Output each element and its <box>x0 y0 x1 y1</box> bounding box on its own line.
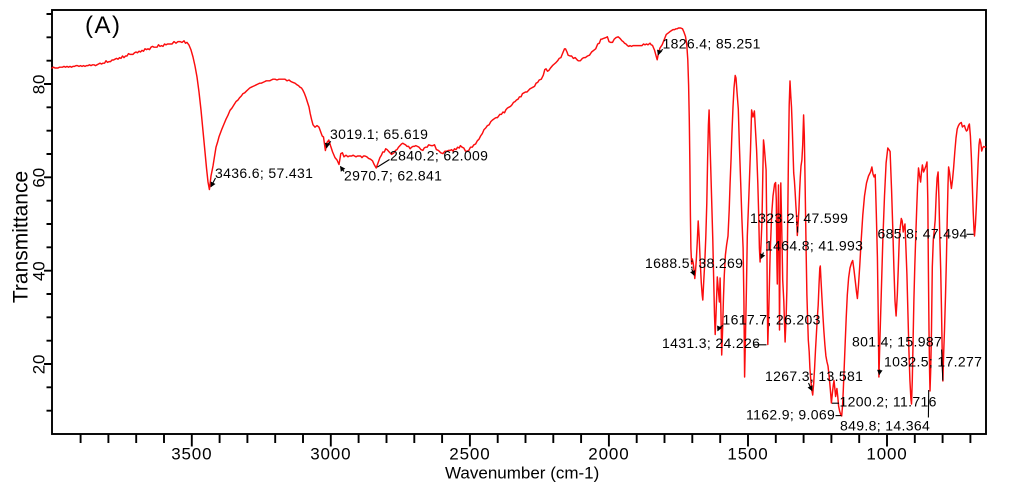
svg-text:1000: 1000 <box>866 445 907 464</box>
svg-text:2970.7; 62.841: 2970.7; 62.841 <box>344 168 442 184</box>
svg-text:1267.3; 13.581: 1267.3; 13.581 <box>765 368 863 384</box>
svg-text:(A): (A) <box>85 12 122 39</box>
svg-text:1162.9; 9.069: 1162.9; 9.069 <box>746 407 835 423</box>
svg-text:80: 80 <box>30 74 49 95</box>
svg-text:1431.3; 24.226: 1431.3; 24.226 <box>662 335 760 351</box>
svg-text:1200.2; 11.716: 1200.2; 11.716 <box>840 394 937 410</box>
svg-text:801.4; 15.987: 801.4; 15.987 <box>852 334 942 350</box>
svg-text:60: 60 <box>30 167 49 188</box>
svg-text:40: 40 <box>30 260 49 281</box>
svg-text:685.8; 47.494: 685.8; 47.494 <box>878 226 968 242</box>
svg-text:1500: 1500 <box>727 445 768 464</box>
svg-text:Wavenumber (cm-1): Wavenumber (cm-1) <box>445 464 599 483</box>
svg-text:1464.8; 41.993: 1464.8; 41.993 <box>765 238 863 254</box>
svg-text:20: 20 <box>30 354 49 375</box>
svg-text:3500: 3500 <box>171 445 212 464</box>
svg-text:3000: 3000 <box>310 445 351 464</box>
svg-text:1032.5; 17.277: 1032.5; 17.277 <box>884 354 982 370</box>
svg-text:2500: 2500 <box>449 445 490 464</box>
svg-text:849.8; 14.364: 849.8; 14.364 <box>840 418 930 434</box>
svg-text:Transmittance: Transmittance <box>10 171 33 303</box>
svg-text:2000: 2000 <box>588 445 629 464</box>
svg-text:3436.6; 57.431: 3436.6; 57.431 <box>215 165 313 181</box>
svg-text:3019.1; 65.619: 3019.1; 65.619 <box>330 126 428 142</box>
svg-text:1617.7; 26.203: 1617.7; 26.203 <box>723 312 821 328</box>
svg-text:1826.4; 85.251: 1826.4; 85.251 <box>663 36 761 52</box>
svg-text:2840.2; 62.009: 2840.2; 62.009 <box>390 148 488 164</box>
svg-text:1323.2; 47.599: 1323.2; 47.599 <box>750 210 848 226</box>
svg-text:1688.5; 38.269: 1688.5; 38.269 <box>645 255 743 271</box>
